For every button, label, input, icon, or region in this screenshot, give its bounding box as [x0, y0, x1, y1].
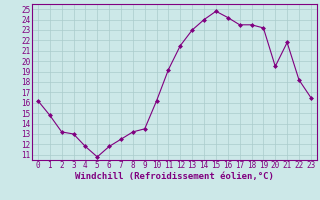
X-axis label: Windchill (Refroidissement éolien,°C): Windchill (Refroidissement éolien,°C) — [75, 172, 274, 181]
